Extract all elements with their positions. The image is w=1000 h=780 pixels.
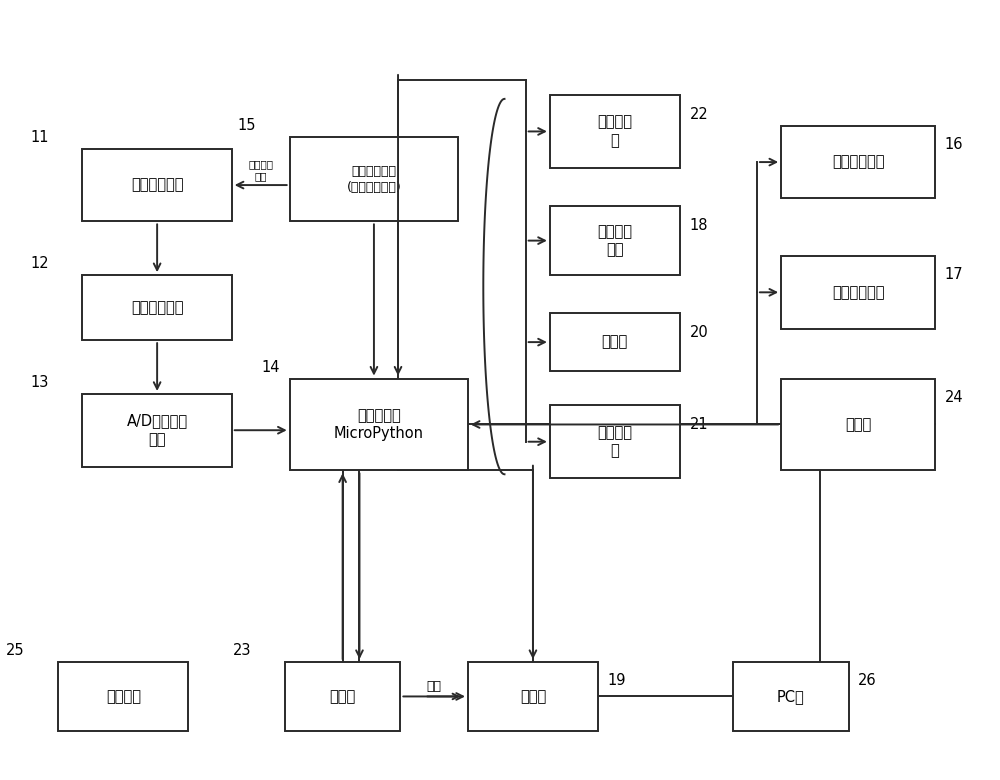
Text: 电源指示
灯: 电源指示 灯 bbox=[597, 115, 632, 148]
Bar bbox=[781, 378, 935, 470]
Text: 23: 23 bbox=[233, 644, 251, 658]
Text: 刷新: 刷新 bbox=[427, 680, 442, 693]
Text: 温度检测模块: 温度检测模块 bbox=[832, 285, 884, 300]
Text: PC端: PC端 bbox=[777, 689, 805, 704]
Bar bbox=[82, 149, 232, 222]
Text: 19: 19 bbox=[608, 673, 626, 689]
Text: 图像处理模块: 图像处理模块 bbox=[131, 178, 183, 193]
Text: 24: 24 bbox=[945, 390, 964, 405]
Text: 复位电路
模块: 复位电路 模块 bbox=[597, 224, 632, 257]
Text: 显示屏: 显示屏 bbox=[520, 689, 546, 704]
Text: 蜂鸣器: 蜂鸣器 bbox=[845, 417, 871, 432]
Bar bbox=[290, 137, 458, 222]
Bar bbox=[285, 662, 400, 731]
Bar bbox=[550, 206, 680, 275]
Bar bbox=[733, 662, 849, 731]
Bar bbox=[550, 406, 680, 478]
Text: 20: 20 bbox=[690, 325, 708, 340]
Text: 17: 17 bbox=[945, 268, 964, 282]
Text: 按键组: 按键组 bbox=[329, 689, 356, 704]
Text: 25: 25 bbox=[6, 644, 25, 658]
Text: 12: 12 bbox=[30, 257, 49, 271]
Bar bbox=[82, 394, 232, 466]
Bar bbox=[82, 275, 232, 340]
Text: 电源模块: 电源模块 bbox=[106, 689, 141, 704]
Text: 单片机模块
MicroPython: 单片机模块 MicroPython bbox=[334, 408, 424, 441]
Text: 测量指示
灯: 测量指示 灯 bbox=[597, 425, 632, 459]
Text: A/D转换电路
模块: A/D转换电路 模块 bbox=[127, 413, 188, 447]
Text: 21: 21 bbox=[690, 417, 708, 432]
Text: 15: 15 bbox=[237, 119, 256, 133]
Text: 16: 16 bbox=[945, 137, 963, 152]
Bar bbox=[58, 662, 188, 731]
Text: 提供振动
信号: 提供振动 信号 bbox=[248, 160, 273, 181]
Text: 晶振电路模块
(提供振动信号): 晶振电路模块 (提供振动信号) bbox=[347, 165, 401, 193]
Bar bbox=[781, 126, 935, 198]
Text: 14: 14 bbox=[261, 360, 280, 374]
Text: 气压检测模块: 气压检测模块 bbox=[832, 154, 884, 169]
Bar bbox=[290, 378, 468, 470]
Bar bbox=[550, 314, 680, 370]
Text: 放大电路模块: 放大电路模块 bbox=[131, 300, 183, 315]
Bar bbox=[468, 662, 598, 731]
Text: 18: 18 bbox=[690, 218, 708, 232]
Text: 22: 22 bbox=[690, 107, 708, 122]
Text: 26: 26 bbox=[858, 673, 877, 689]
Text: 11: 11 bbox=[30, 129, 49, 145]
Text: 13: 13 bbox=[30, 375, 49, 390]
Bar bbox=[550, 95, 680, 168]
Text: 报警灯: 报警灯 bbox=[602, 335, 628, 349]
Bar bbox=[781, 256, 935, 328]
